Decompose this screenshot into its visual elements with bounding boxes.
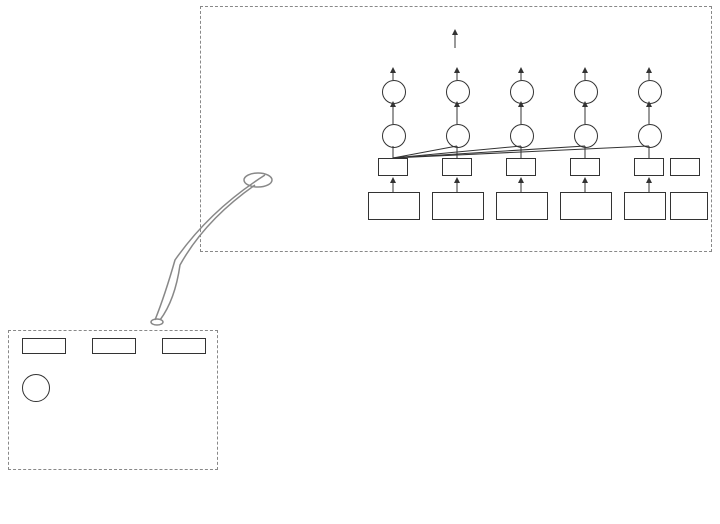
col-box-2 (496, 192, 548, 220)
softmax-circle-2 (510, 80, 534, 104)
dim-0 (378, 158, 408, 176)
gru-top-2 (162, 338, 206, 354)
col-box-0 (368, 192, 420, 220)
dim-5 (670, 158, 700, 176)
dim-3 (570, 158, 600, 176)
cos-circle-3 (574, 124, 598, 148)
softmax-circle-1 (446, 80, 470, 104)
gru-top-1 (92, 338, 136, 354)
page (0, 0, 720, 524)
dim-2 (506, 158, 536, 176)
col-box-5 (670, 192, 708, 220)
cos-circle-0 (382, 124, 406, 148)
dim-1 (442, 158, 472, 176)
h0 (22, 374, 50, 402)
cos-circle-4 (638, 124, 662, 148)
col-box-4 (624, 192, 666, 220)
col-box-3 (560, 192, 612, 220)
col-box-1 (432, 192, 484, 220)
gru-top-0 (22, 338, 66, 354)
softmax-circle-3 (574, 80, 598, 104)
cos-circle-2 (510, 124, 534, 148)
softmax-circle-0 (382, 80, 406, 104)
cos-circle-1 (446, 124, 470, 148)
softmax-circle-4 (638, 80, 662, 104)
dim-4 (634, 158, 664, 176)
